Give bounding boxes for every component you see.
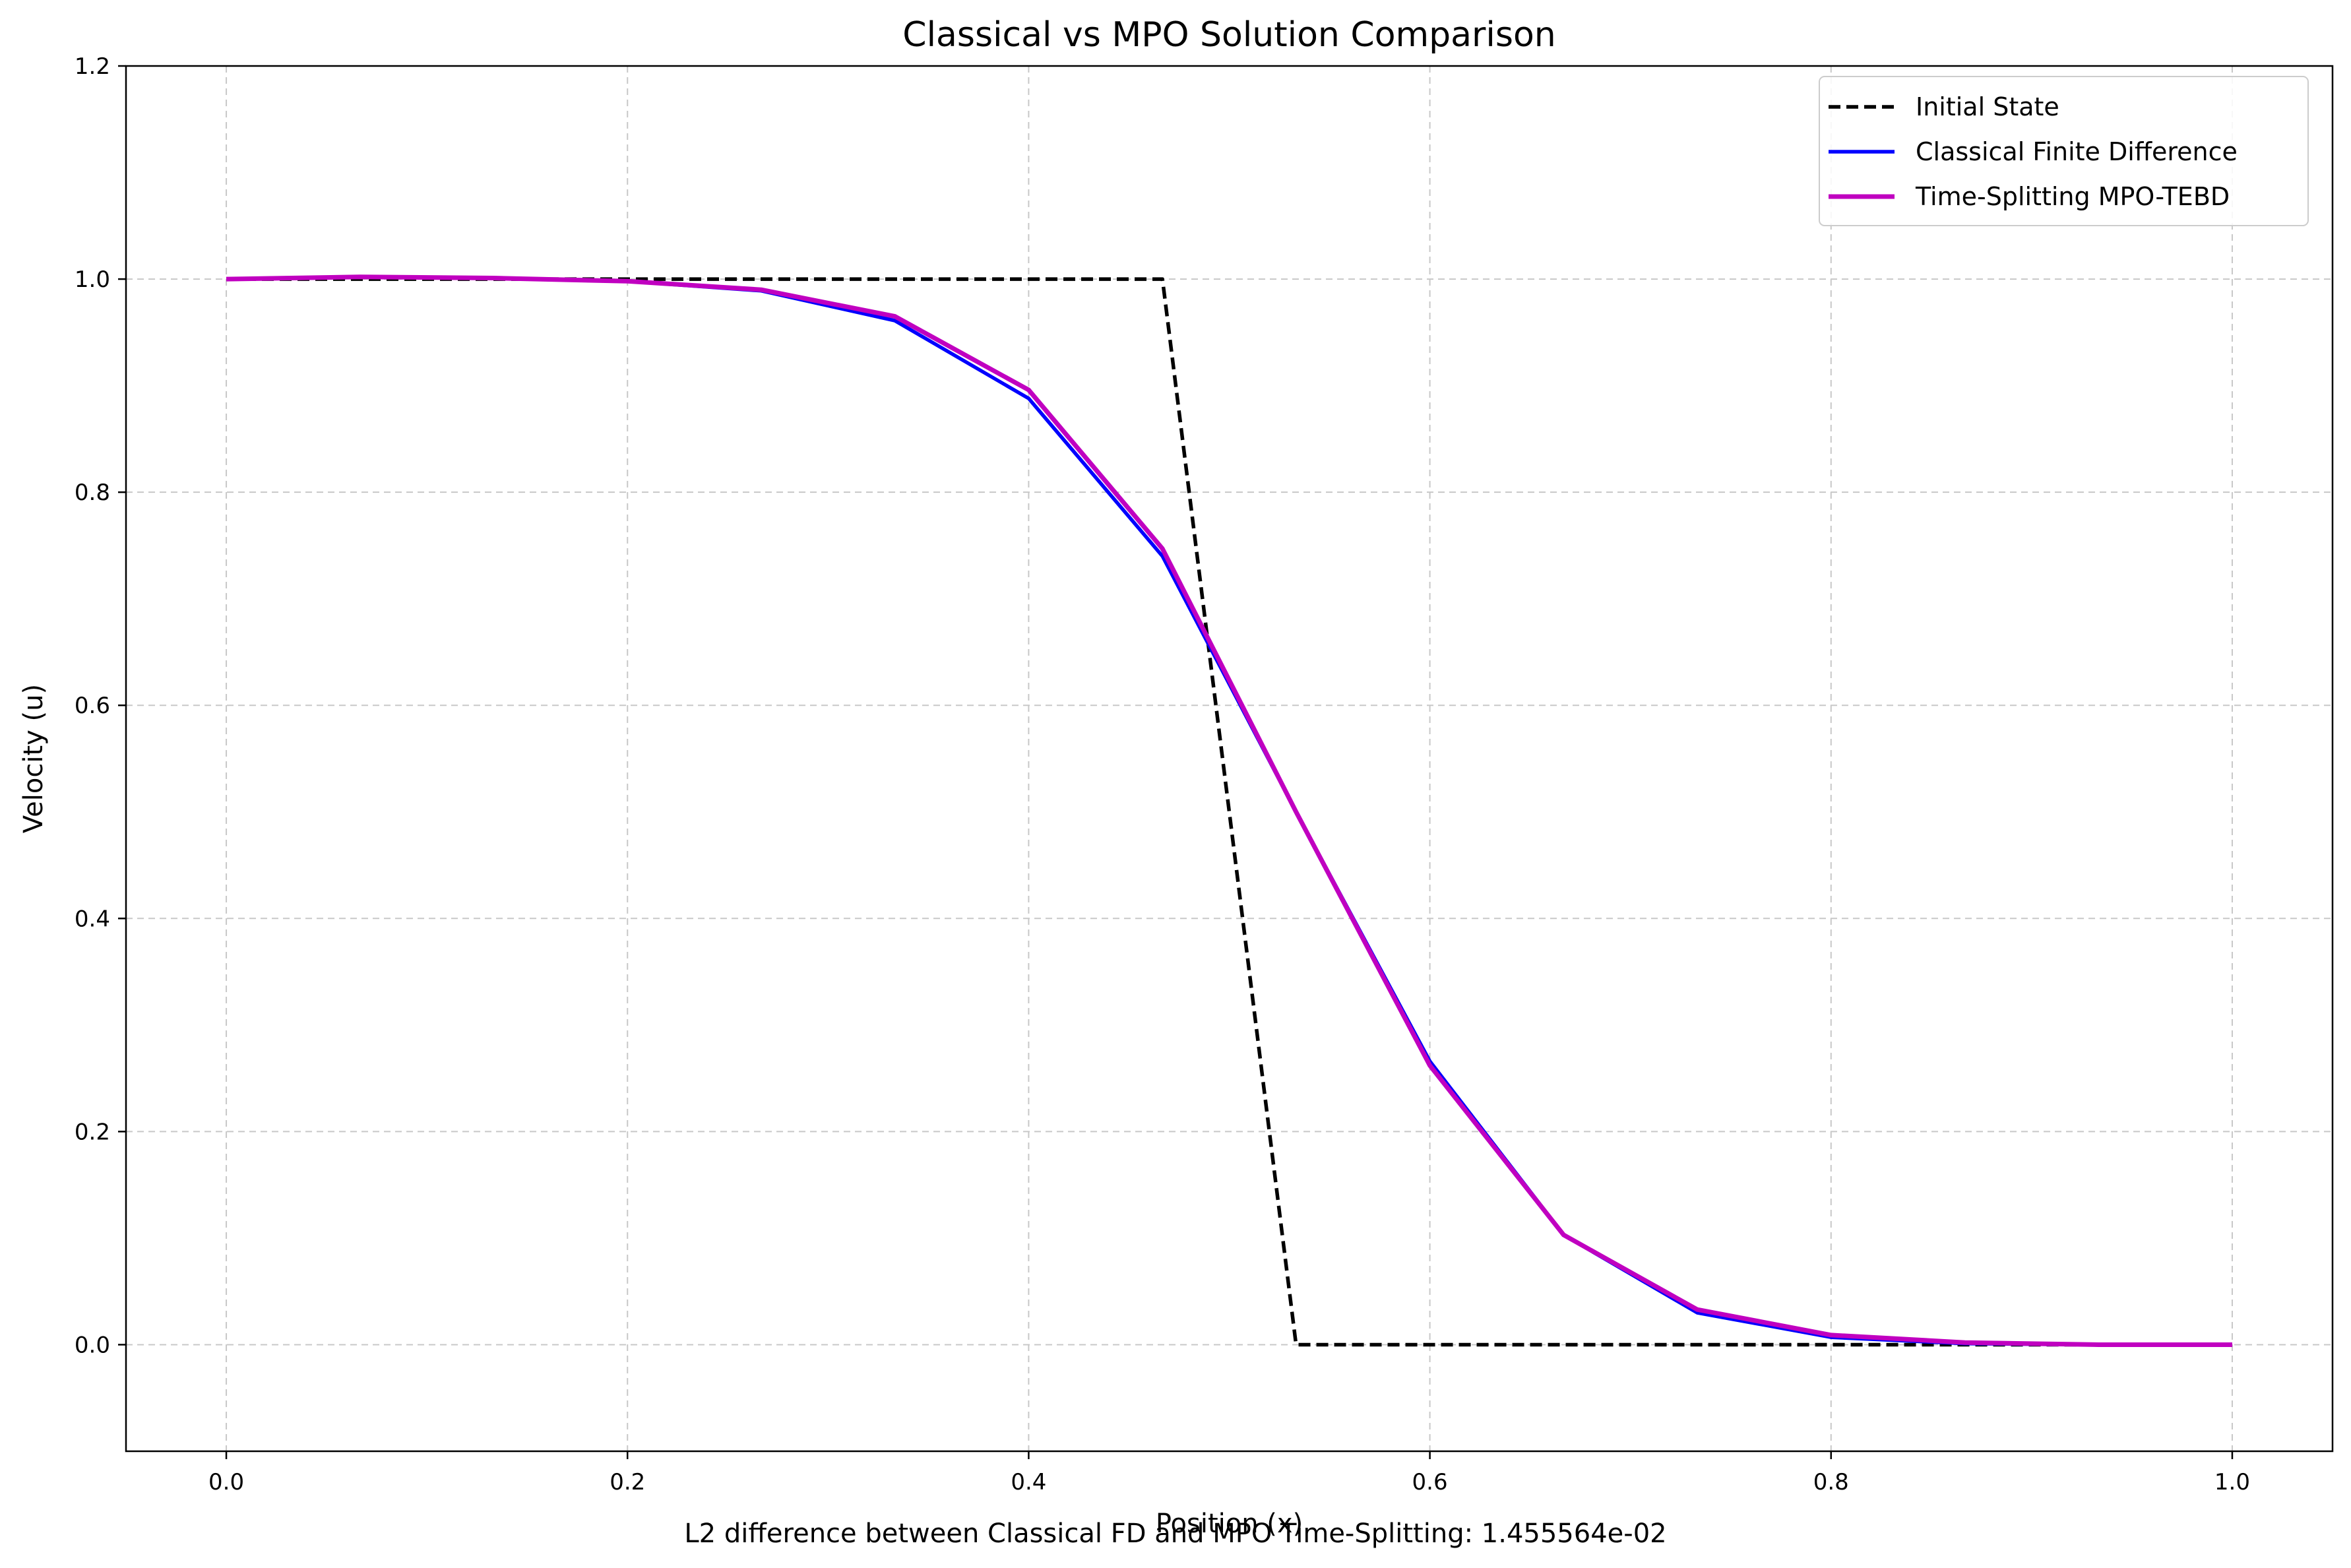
chart-title: Classical vs MPO Solution Comparison bbox=[902, 15, 1555, 55]
series-lines bbox=[226, 274, 2232, 1347]
legend-label-time-splitting-mpo-tebd: Time-Splitting MPO-TEBD bbox=[1915, 182, 2230, 211]
series-line-time-splitting-mpo-tebd bbox=[226, 274, 2232, 1347]
x-tick-label: 0.6 bbox=[1412, 1469, 1448, 1495]
y-tick-label: 1.0 bbox=[75, 267, 110, 293]
legend: Initial State Classical Finite Difference… bbox=[1819, 76, 2309, 226]
y-tick-label: 1.2 bbox=[75, 53, 110, 80]
y-tick-label: 0.2 bbox=[75, 1119, 110, 1145]
x-tick-label: 0.0 bbox=[208, 1469, 244, 1495]
axis-ticks: 0.0 0.2 0.4 0.6 0.8 1.0 0.0 0.2 0.4 0.6 0.8 1.0 1.2 bbox=[75, 53, 2250, 1495]
y-tick-label: 0.0 bbox=[75, 1332, 110, 1358]
axes-frame bbox=[125, 65, 2334, 1453]
legend-box bbox=[1819, 76, 2309, 226]
x-tick-label: 0.2 bbox=[610, 1469, 645, 1495]
x-tick-label: 0.8 bbox=[1813, 1469, 1849, 1495]
x-axis-label: Position (x) bbox=[1156, 1509, 1303, 1539]
x-tick-label: 0.4 bbox=[1011, 1469, 1046, 1495]
x-tick-label: 1.0 bbox=[2214, 1469, 2250, 1495]
l2-difference-footnote: L2 difference between Classical FD and M… bbox=[684, 1519, 1666, 1549]
series-line-initial-state bbox=[226, 277, 2232, 1347]
legend-label-classical-finite-difference: Classical Finite Difference bbox=[1916, 137, 2238, 166]
y-axis-label: Velocity (u) bbox=[18, 684, 49, 833]
y-tick-label: 0.6 bbox=[75, 693, 110, 719]
y-tick-label: 0.4 bbox=[75, 906, 110, 932]
y-tick-label: 0.8 bbox=[75, 480, 110, 506]
legend-label-initial-state: Initial State bbox=[1916, 92, 2059, 121]
